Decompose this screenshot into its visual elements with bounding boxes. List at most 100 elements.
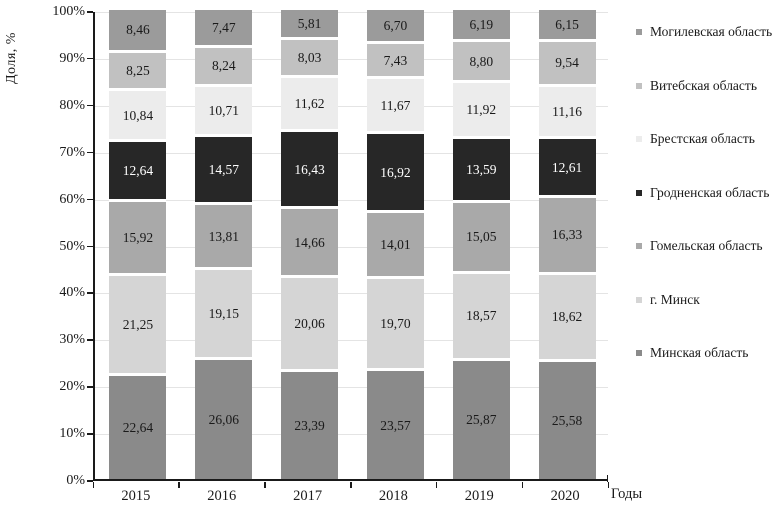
value-label: 16,43 bbox=[294, 161, 325, 177]
value-label: 11,67 bbox=[380, 97, 411, 113]
y-tick-mark bbox=[87, 386, 93, 388]
value-label: 6,15 bbox=[555, 17, 579, 33]
value-label: 18,62 bbox=[551, 309, 583, 325]
y-axis-title: Доля, % bbox=[4, 32, 19, 84]
legend-item: Гомельская область bbox=[636, 238, 772, 254]
bar-segment: 16,33 bbox=[538, 195, 596, 272]
legend-label: Гомельская область bbox=[650, 238, 763, 253]
gridline bbox=[95, 387, 608, 389]
y-tick-label: 60% bbox=[59, 191, 85, 207]
gridline bbox=[95, 293, 608, 295]
bar-segment: 21,25 bbox=[109, 273, 167, 373]
bar-segment: 14,01 bbox=[366, 210, 424, 277]
category-label: 2020 bbox=[550, 488, 580, 504]
legend-label: Гродненская область bbox=[650, 184, 770, 200]
value-label: 13,81 bbox=[208, 228, 239, 244]
bar-segment: 8,03 bbox=[281, 37, 339, 75]
bar-2015: 8,46 8,25 10,84 12,64 15,92 21,25 22,64 bbox=[109, 10, 167, 479]
y-tick-mark bbox=[87, 198, 93, 201]
legend-item: г. Минск bbox=[636, 292, 772, 308]
x-tick-mark bbox=[521, 482, 524, 488]
gridline bbox=[95, 58, 608, 60]
value-label: 11,62 bbox=[294, 96, 325, 112]
x-tick-mark bbox=[435, 482, 438, 488]
bar-segment: 10,84 bbox=[109, 88, 167, 140]
y-tick-mark bbox=[87, 245, 93, 247]
gridline bbox=[95, 12, 608, 13]
bar-segment: 6,70 bbox=[366, 10, 424, 42]
legend-marker bbox=[636, 189, 642, 196]
value-label: 10,84 bbox=[122, 107, 154, 123]
bar-2017: 5,81 8,03 11,62 16,43 14,66 20,06 23,39 bbox=[281, 10, 339, 479]
value-label: 5,81 bbox=[297, 16, 322, 32]
y-tick-mark bbox=[87, 57, 93, 60]
y-tick-mark bbox=[87, 151, 93, 154]
bar-segment: 6,15 bbox=[538, 10, 596, 39]
gridline bbox=[95, 340, 608, 342]
value-label: 14,01 bbox=[380, 237, 411, 253]
legend-marker bbox=[636, 29, 642, 35]
bar-segment: 23,39 bbox=[281, 369, 339, 479]
bar-segment: 25,87 bbox=[452, 357, 510, 479]
value-label: 13,59 bbox=[466, 162, 497, 178]
bar-segment: 20,06 bbox=[281, 275, 339, 370]
value-label: 8,25 bbox=[126, 63, 150, 79]
legend-label: Брестская область bbox=[650, 131, 755, 146]
bar-segment: 26,06 bbox=[195, 356, 253, 479]
category-label: 2019 bbox=[464, 488, 494, 504]
legend-item: Могилевская область bbox=[636, 24, 772, 40]
legend-item: Витебская область bbox=[636, 78, 772, 94]
bar-segment: 8,46 bbox=[109, 10, 167, 50]
value-label: 6,70 bbox=[383, 18, 408, 34]
category-label: 2015 bbox=[121, 488, 151, 504]
bar-segment: 14,66 bbox=[281, 206, 339, 276]
value-label: 25,58 bbox=[551, 413, 583, 429]
axis-end-tick bbox=[606, 475, 608, 482]
bar-2020: 6,15 9,54 11,16 12,61 16,33 18,62 25,58 bbox=[538, 10, 596, 479]
bar-2018: 6,70 7,43 11,67 16,92 14,01 19,70 23,57 bbox=[366, 10, 424, 479]
y-tick-mark bbox=[87, 433, 93, 435]
category-label: 2016 bbox=[207, 488, 237, 504]
value-label: 19,15 bbox=[208, 305, 239, 321]
x-tick-mark bbox=[607, 482, 609, 488]
y-tick-label: 40% bbox=[59, 285, 85, 301]
category-label: 2017 bbox=[293, 488, 323, 504]
value-label: 25,87 bbox=[466, 412, 497, 428]
bar-segment: 11,92 bbox=[452, 80, 510, 137]
y-tick-label: 70% bbox=[59, 144, 85, 160]
bar-segment: 6,19 bbox=[452, 10, 510, 40]
value-label: 14,57 bbox=[208, 162, 239, 178]
value-label: 22,64 bbox=[122, 419, 154, 435]
value-label: 7,43 bbox=[383, 52, 408, 68]
bar-2019: 6,19 8,80 11,92 13,59 15,05 18,57 25,87 bbox=[452, 10, 510, 479]
value-label: 21,25 bbox=[122, 317, 154, 332]
bar-segment: 22,64 bbox=[109, 372, 167, 479]
y-tick-mark bbox=[87, 11, 93, 13]
gridline bbox=[95, 199, 608, 201]
value-label: 11,92 bbox=[466, 102, 497, 118]
y-tick-label: 100% bbox=[52, 4, 85, 19]
bar-segment: 11,67 bbox=[366, 76, 424, 132]
value-label: 9,54 bbox=[555, 55, 579, 71]
legend-marker bbox=[636, 350, 642, 356]
value-label: 23,39 bbox=[294, 418, 325, 434]
value-label: 23,57 bbox=[380, 417, 411, 433]
gridline bbox=[95, 434, 608, 436]
value-label: 11,16 bbox=[552, 103, 583, 119]
y-tick-label: 50% bbox=[59, 238, 85, 254]
x-tick-mark bbox=[178, 482, 180, 488]
legend: Могилевская область Витебская область Брес… bbox=[636, 24, 772, 361]
y-tick-label: 0% bbox=[66, 473, 85, 488]
value-label: 8,24 bbox=[211, 58, 236, 74]
bar-2016: 7,47 8,24 10,71 14,57 13,81 19,15 26,06 bbox=[195, 9, 253, 479]
bar-segment: 23,57 bbox=[366, 368, 424, 479]
bar-segment: 13,59 bbox=[452, 136, 510, 201]
value-label: 16,33 bbox=[551, 227, 583, 243]
gridline bbox=[95, 152, 608, 154]
bar-segment: 18,62 bbox=[538, 271, 596, 360]
bar-segment: 19,15 bbox=[195, 266, 253, 357]
category-label: 2018 bbox=[378, 488, 408, 504]
value-label: 20,06 bbox=[294, 316, 325, 332]
bar-segment: 11,62 bbox=[281, 74, 339, 130]
